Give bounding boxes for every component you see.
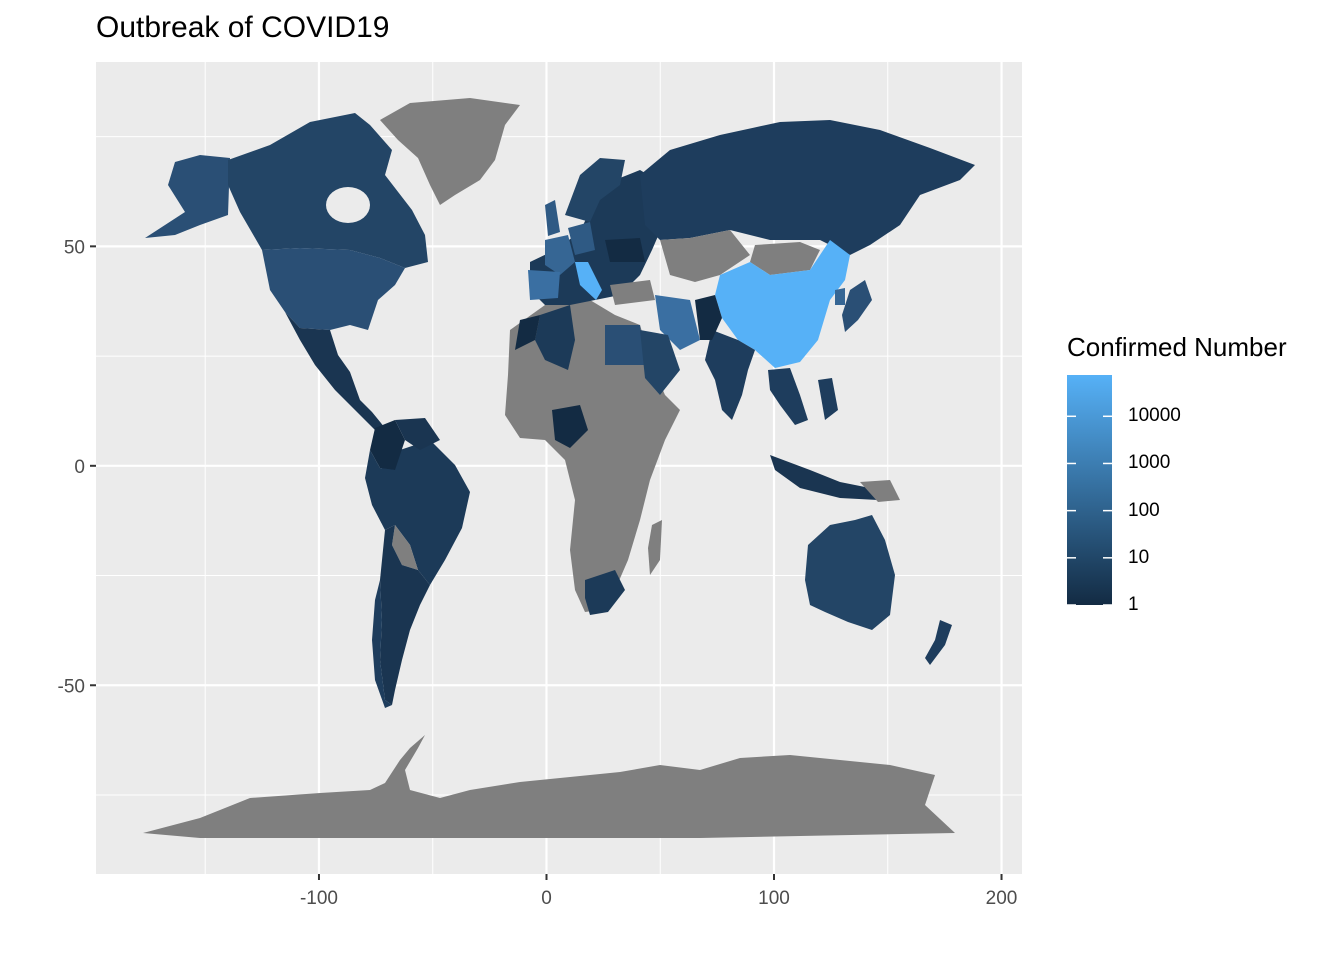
country-india — [705, 330, 755, 420]
x-tick-label: 200 — [986, 888, 1018, 909]
country-papua-new-guinea — [860, 480, 900, 502]
country-argentina — [380, 525, 430, 705]
country-morocco — [515, 315, 540, 350]
country-indonesia — [770, 455, 880, 500]
country-pakistan — [695, 295, 722, 340]
country-mexico — [285, 312, 385, 430]
country-uk — [545, 200, 560, 236]
country-peru — [365, 450, 400, 530]
country-usa-alaska — [145, 155, 230, 238]
country-mongolia — [750, 242, 820, 275]
country-china — [715, 240, 850, 368]
country-madagascar — [648, 520, 662, 575]
country-japan — [842, 280, 872, 332]
country-turkey — [610, 280, 655, 305]
country-scandinavia — [565, 158, 625, 222]
country-bolivia — [392, 525, 418, 570]
country-saudi-arabia — [640, 330, 680, 395]
country-new-zealand — [925, 620, 952, 665]
country-germany — [568, 222, 595, 255]
country-south-africa — [585, 570, 625, 615]
x-tick-label: 0 — [541, 888, 552, 909]
country-kazakhstan — [660, 230, 750, 282]
legend-label-1000: 1000 — [1128, 452, 1171, 474]
legend-label-10000: 10000 — [1128, 405, 1181, 427]
x-tick-label: 100 — [758, 888, 790, 909]
country-spain — [528, 270, 560, 300]
map-title: Outbreak of COVID19 — [96, 11, 390, 44]
legend-colorbar — [1067, 375, 1112, 605]
country-korea — [835, 288, 845, 305]
country-venezuela — [395, 418, 440, 450]
country-brazil — [380, 440, 470, 585]
country-philippines — [818, 378, 838, 420]
x-axis: -100 0 100 200 — [300, 874, 1017, 909]
y-tick-label: 0 — [74, 457, 85, 478]
legend-tick-marks — [1067, 415, 1112, 606]
country-chile — [372, 580, 392, 708]
country-greenland — [380, 98, 520, 205]
legend-label-1: 1 — [1128, 594, 1139, 615]
country-russia — [640, 120, 975, 255]
x-tick-label: -100 — [300, 888, 338, 909]
country-australia — [805, 515, 895, 630]
country-nigeria — [552, 405, 588, 448]
country-colombia — [370, 420, 405, 470]
legend-label-100: 100 — [1128, 499, 1160, 521]
y-tick-label: 50 — [64, 237, 85, 258]
country-italy — [575, 262, 602, 300]
country-canada — [228, 113, 428, 268]
world-map — [143, 98, 975, 838]
country-ukraine — [605, 238, 645, 262]
y-axis: 50 0 -50 — [58, 237, 96, 697]
country-egypt — [605, 325, 645, 365]
country-france — [545, 235, 575, 275]
hudson-bay — [326, 187, 370, 223]
country-usa — [262, 248, 405, 330]
legend-label-10: 10 — [1128, 546, 1150, 568]
continent-africa — [505, 300, 680, 612]
country-algeria — [535, 305, 575, 370]
country-antarctica — [143, 735, 955, 838]
y-tick-label: -50 — [58, 676, 85, 697]
legend-title: Confirmed Number — [1067, 332, 1287, 362]
country-southeast-asia — [768, 368, 808, 425]
